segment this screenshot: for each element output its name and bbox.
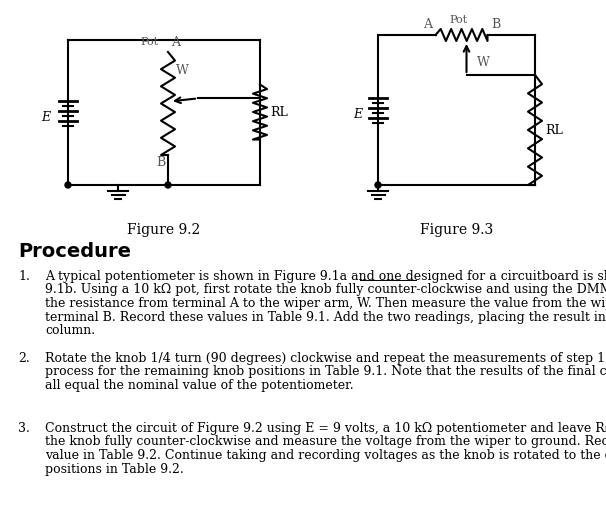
Text: A typical potentiometer is shown in Figure 9.1a and one designed for a circuitbo: A typical potentiometer is shown in Figu… — [45, 270, 606, 283]
Text: 2.: 2. — [18, 352, 30, 365]
Circle shape — [375, 182, 381, 188]
Text: W: W — [176, 64, 189, 76]
Text: 3.: 3. — [18, 422, 30, 435]
Text: terminal B. Record these values in Table 9.1. Add the two readings, placing the : terminal B. Record these values in Table… — [45, 310, 606, 323]
Text: W: W — [476, 56, 490, 69]
Text: value in Table 9.2. Continue taking and recording voltages as the knob is rotate: value in Table 9.2. Continue taking and … — [45, 449, 606, 462]
Text: Procedure: Procedure — [18, 242, 131, 261]
Text: E: E — [353, 108, 362, 122]
Text: A: A — [423, 18, 432, 32]
Text: RL: RL — [545, 124, 563, 137]
Text: process for the remaining knob positions in Table 9.1. Note that the results of : process for the remaining knob positions… — [45, 366, 606, 379]
Circle shape — [65, 182, 71, 188]
Text: A: A — [171, 36, 180, 49]
Text: Figure 9.3: Figure 9.3 — [420, 223, 493, 237]
Text: 1.: 1. — [18, 270, 30, 283]
Text: Pot: Pot — [450, 15, 468, 25]
Text: positions in Table 9.2.: positions in Table 9.2. — [45, 462, 184, 476]
Text: E: E — [41, 111, 50, 124]
Text: Construct the circuit of Figure 9.2 using E = 9 volts, a 10 kΩ potentiometer and: Construct the circuit of Figure 9.2 usin… — [45, 422, 606, 435]
Text: the knob fully counter-clockwise and measure the voltage from the wiper to groun: the knob fully counter-clockwise and mea… — [45, 436, 606, 449]
Text: B: B — [156, 157, 165, 169]
Text: Figure 9.2: Figure 9.2 — [127, 223, 201, 237]
Text: Rotate the knob 1/4 turn (90 degrees) clockwise and repeat the measurements of s: Rotate the knob 1/4 turn (90 degrees) cl… — [45, 352, 606, 365]
Circle shape — [165, 182, 171, 188]
Text: Pot: Pot — [140, 37, 158, 47]
Text: 9.1b. Using a 10 kΩ pot, first rotate the knob fully counter-clockwise and using: 9.1b. Using a 10 kΩ pot, first rotate th… — [45, 284, 606, 297]
Text: RL: RL — [270, 106, 288, 118]
Text: the resistance from terminal A to the wiper arm, W. Then measure the value from : the resistance from terminal A to the wi… — [45, 297, 606, 310]
Text: B: B — [491, 18, 500, 32]
Text: column.: column. — [45, 324, 95, 337]
Text: all equal the nominal value of the potentiometer.: all equal the nominal value of the poten… — [45, 379, 354, 392]
